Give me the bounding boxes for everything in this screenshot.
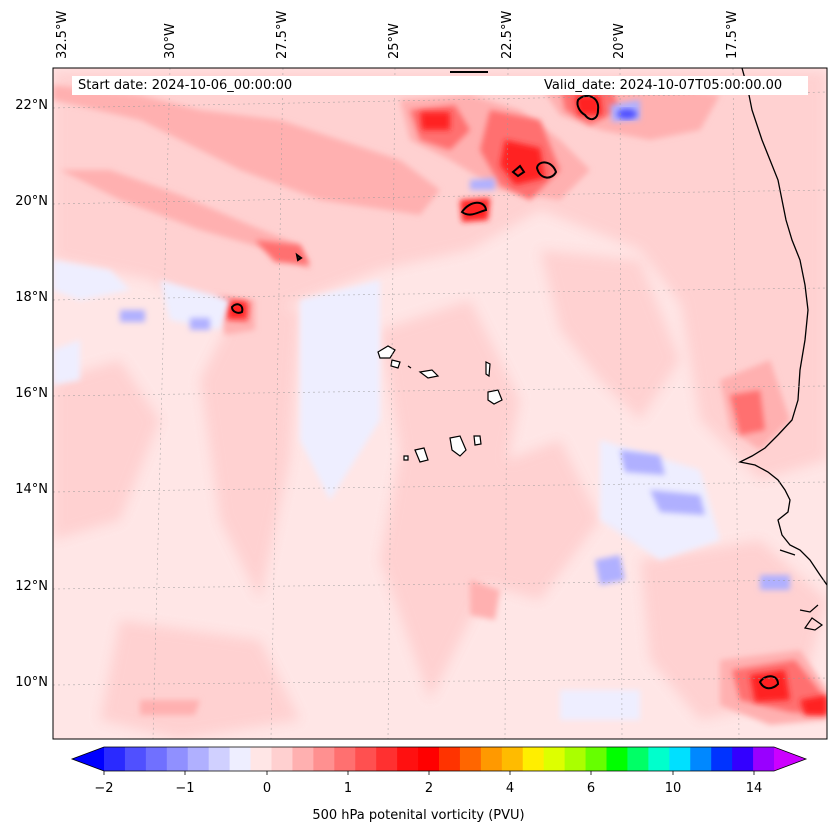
colorbar-segment <box>753 747 775 771</box>
lon-label: 32.5°W <box>55 10 70 59</box>
lon-label: 17.5°W <box>725 10 740 59</box>
colorbar-segment <box>627 747 649 771</box>
lat-label: 14°N <box>15 482 48 497</box>
colorbar-segment <box>711 747 733 771</box>
start-date-label: Start date: 2024-10-06_00:00:00 <box>72 76 546 95</box>
colorbar-segment <box>669 747 691 771</box>
coastline <box>738 68 827 586</box>
lat-label: 18°N <box>15 290 48 305</box>
colorbar <box>70 746 808 775</box>
lon-label: 30°W <box>163 23 178 59</box>
colorbar-segment <box>271 747 293 771</box>
colorbar-segment <box>439 747 461 771</box>
colorbar-segment <box>292 747 314 771</box>
colorbar-segment <box>187 747 210 771</box>
colorbar-tick-label: 4 <box>505 781 515 796</box>
colorbar-segment <box>543 747 566 771</box>
colorbar-tick-label: 2 <box>424 781 434 796</box>
colorbar-extend-high <box>774 747 806 771</box>
colorbar-tick-label: 1 <box>343 781 353 796</box>
colorbar-segment <box>648 747 670 771</box>
colorbar-segment <box>690 747 712 771</box>
pv-field <box>53 68 827 739</box>
colorbar-tick-label: 0 <box>262 781 272 796</box>
cape-verde-islands <box>377 345 503 463</box>
colorbar-segment <box>229 747 252 771</box>
colorbar-extend-low <box>72 747 104 771</box>
lon-label: 25°W <box>387 23 402 59</box>
colorbar-segment <box>166 747 189 771</box>
colorbar-segment <box>564 747 587 771</box>
colorbar-segment <box>606 747 628 771</box>
lon-label: 22.5°W <box>500 10 515 59</box>
colorbar-segment <box>501 747 524 771</box>
colorbar-segment <box>397 747 419 771</box>
colorbar-segment <box>334 747 356 771</box>
lat-label: 12°N <box>15 579 48 594</box>
colorbar-segment <box>145 747 168 771</box>
colorbar-segment <box>522 747 545 771</box>
lon-label: 20°W <box>612 23 627 59</box>
colorbar-tick-label: 6 <box>586 781 596 796</box>
colorbar-tick-label: 10 <box>664 781 682 796</box>
colorbar-segment <box>732 747 754 771</box>
map-border <box>52 67 828 740</box>
colorbar-segment <box>459 747 482 771</box>
colorbar-segment <box>208 747 231 771</box>
lat-label: 10°N <box>15 675 48 690</box>
valid-date-label: Valid_date: 2024-10-07T05:00:00.00 <box>538 76 808 95</box>
colorbar-segment <box>376 747 398 771</box>
colorbar-tick-label: 14 <box>745 781 763 796</box>
lat-label: 22°N <box>15 98 48 113</box>
colorbar-segment <box>250 747 272 771</box>
colorbar-segment <box>585 747 607 771</box>
colorbar-label: 500 hPa potenital vorticity (PVU) <box>312 808 525 823</box>
lon-label: 27.5°W <box>275 10 290 59</box>
colorbar-segment <box>313 747 335 771</box>
colorbar-segment <box>355 747 377 771</box>
lat-label: 16°N <box>15 386 48 401</box>
colorbar-segment <box>124 747 147 771</box>
lat-label: 20°N <box>15 194 48 209</box>
colorbar-tick-label: −1 <box>175 781 195 796</box>
colorbar-segment <box>480 747 503 771</box>
colorbar-tick-label: −2 <box>94 781 114 796</box>
colorbar-segment <box>418 747 440 771</box>
colorbar-segment <box>104 747 126 771</box>
